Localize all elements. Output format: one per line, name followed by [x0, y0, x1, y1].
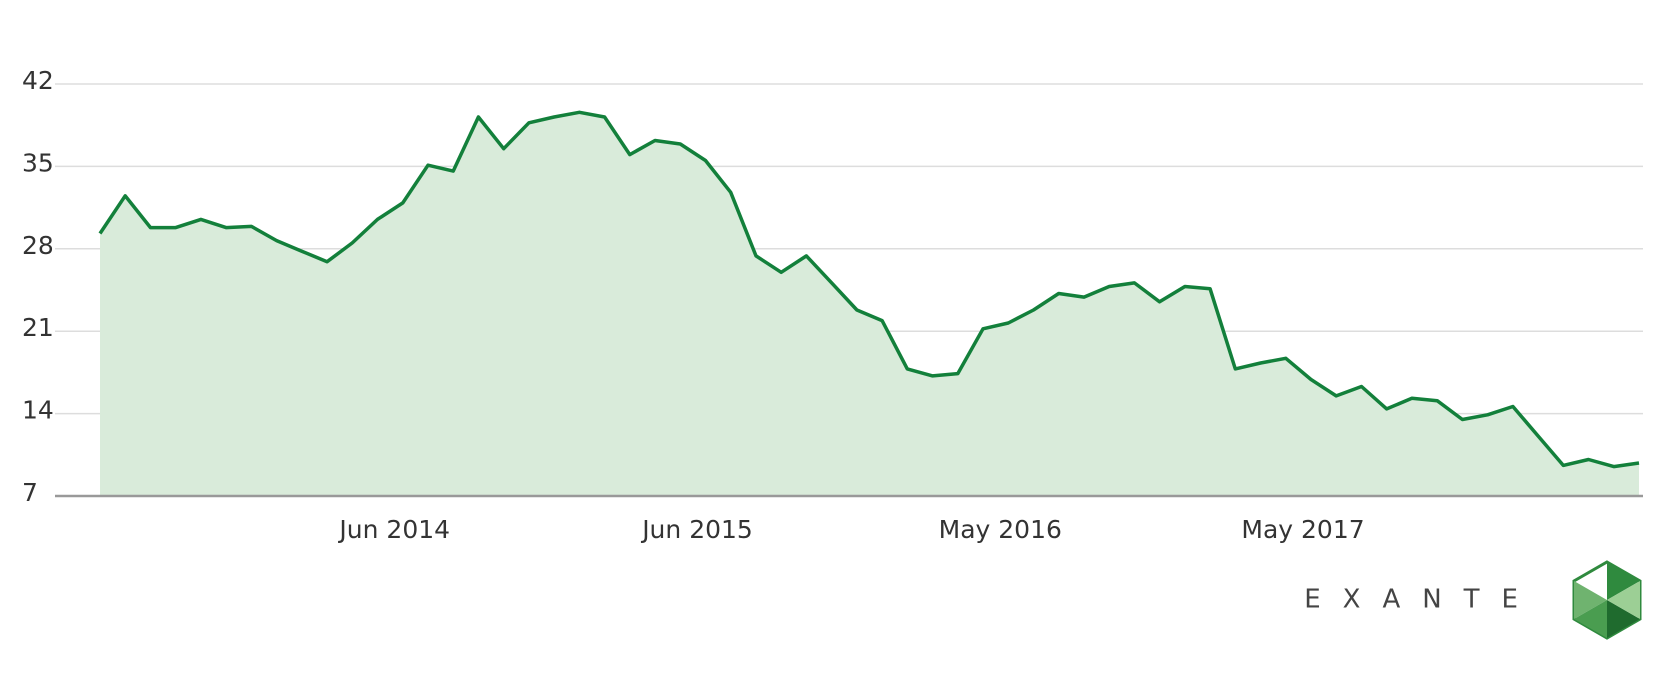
area-fill [100, 112, 1639, 497]
y-tick-label: 14 [22, 396, 54, 425]
brand-name: EXANTE [1304, 585, 1540, 615]
y-tick-label: 28 [22, 231, 54, 260]
line [98, 110, 1640, 469]
x-tick-label: Jun 2014 [337, 515, 450, 544]
y-tick-label: 21 [22, 313, 54, 342]
y-tick-label: 35 [22, 148, 54, 177]
x-tick-label: May 2017 [1241, 515, 1364, 544]
y-tick-label: 7 [22, 478, 38, 507]
x-tick-label: May 2016 [939, 515, 1062, 544]
brand-logo [1572, 560, 1642, 640]
y-tick-label: 42 [22, 66, 54, 95]
x-tick-label: Jun 2015 [640, 515, 753, 544]
